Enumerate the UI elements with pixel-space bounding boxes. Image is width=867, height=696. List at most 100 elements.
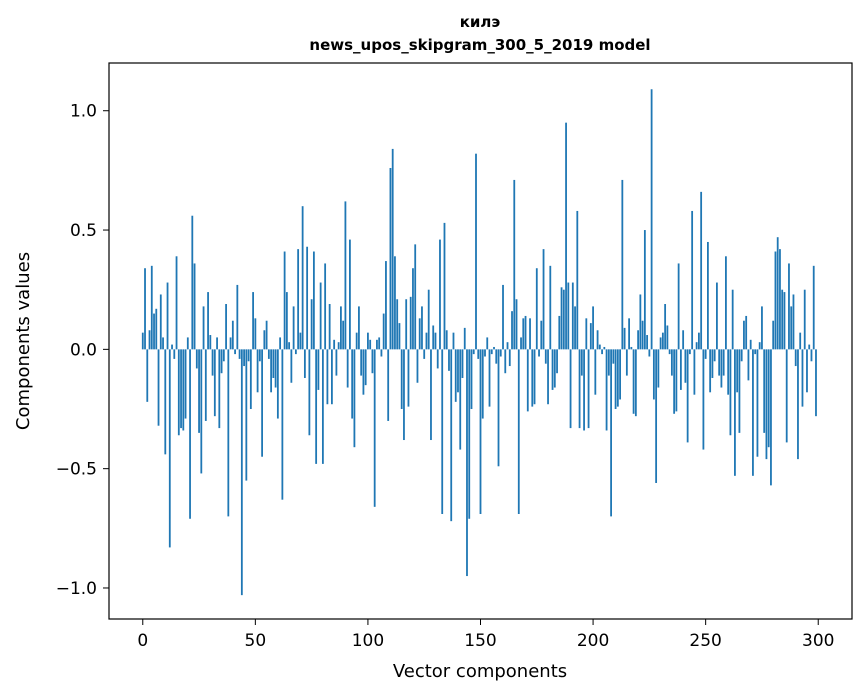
bar-295 — [806, 349, 808, 393]
bar-11 — [166, 282, 169, 350]
x-tick-label: 0 — [137, 631, 148, 651]
bar-5 — [153, 313, 155, 350]
chart-title: килэ — [460, 13, 501, 31]
bar-70 — [299, 332, 302, 350]
bar-237 — [675, 349, 678, 412]
bar-175 — [535, 268, 538, 350]
bar-101 — [369, 339, 372, 350]
bar-179 — [544, 349, 547, 364]
bar-217 — [630, 346, 633, 350]
bar-138 — [452, 332, 455, 350]
bar-58 — [272, 349, 275, 378]
bar-67 — [292, 306, 295, 350]
bar-26 — [200, 349, 203, 474]
bar-224 — [646, 335, 649, 350]
bar-140 — [457, 349, 459, 393]
bar-18 — [182, 349, 185, 431]
bar-263 — [734, 349, 736, 476]
bar-69 — [297, 249, 300, 350]
bar-16 — [177, 349, 180, 436]
bar-56 — [267, 349, 270, 359]
bar-200 — [592, 306, 594, 350]
bar-299 — [815, 349, 817, 417]
bar-142 — [461, 349, 464, 378]
bar-226 — [650, 89, 653, 350]
bar-218 — [632, 349, 635, 414]
bar-76 — [312, 251, 315, 350]
bar-105 — [378, 337, 381, 350]
bar-210 — [614, 349, 617, 410]
bar-126 — [425, 332, 428, 350]
bar-90 — [344, 201, 347, 350]
bar-239 — [679, 349, 682, 390]
bar-132 — [439, 239, 441, 350]
bar-157 — [495, 349, 498, 364]
bar-293 — [801, 349, 804, 407]
bar-127 — [427, 289, 430, 350]
bar-277 — [765, 349, 768, 460]
bar-285 — [783, 292, 786, 350]
bar-116 — [403, 349, 405, 441]
bar-110 — [389, 168, 392, 350]
y-tick-label: 0.0 — [70, 340, 97, 360]
bar-99 — [364, 349, 367, 386]
bar-129 — [432, 325, 435, 350]
bar-14 — [173, 349, 176, 359]
bar-151 — [481, 349, 484, 419]
bar-294 — [803, 289, 806, 350]
bar-44 — [240, 349, 243, 596]
bar-0 — [141, 332, 144, 350]
bar-97 — [360, 349, 363, 376]
bar-43 — [238, 349, 241, 359]
bar-7 — [157, 349, 160, 426]
bar-271 — [752, 349, 754, 476]
bar-50 — [254, 318, 257, 350]
bar-195 — [580, 349, 583, 376]
bar-20 — [186, 337, 189, 350]
bar-4 — [150, 265, 153, 350]
x-tick-label: 300 — [802, 631, 834, 651]
bar-282 — [776, 237, 779, 350]
bar-122 — [416, 349, 419, 383]
bar-252 — [709, 349, 712, 393]
bar-173 — [531, 349, 534, 407]
bar-232 — [664, 304, 667, 350]
x-axis-ticks: 0 50 100 150 200 250 300 — [137, 619, 834, 651]
bar-81 — [324, 263, 327, 350]
bar-66 — [290, 349, 293, 383]
x-axis-label: Vector components — [393, 661, 567, 682]
bar-287 — [788, 263, 790, 350]
bar-48 — [249, 349, 252, 410]
bar-3 — [148, 330, 151, 350]
bar-275 — [761, 306, 763, 350]
bar-281 — [774, 251, 777, 350]
bar-125 — [423, 349, 426, 359]
bar-63 — [283, 251, 286, 350]
x-tick-label: 250 — [689, 631, 721, 651]
bar-53 — [261, 349, 263, 457]
bar-209 — [612, 349, 615, 364]
bar-215 — [625, 349, 628, 376]
bar-15 — [175, 256, 178, 350]
bar-216 — [628, 318, 630, 350]
bar-259 — [725, 256, 727, 350]
bar-190 — [569, 349, 572, 429]
bar-8 — [159, 294, 162, 350]
bar-85 — [333, 339, 336, 350]
bar-286 — [785, 349, 788, 443]
bar-82 — [326, 349, 329, 405]
bar-196 — [583, 349, 585, 431]
bar-249 — [702, 349, 705, 450]
chart-subtitle: news_upos_skipgram_300_5_2019 model — [309, 36, 650, 54]
bar-94 — [353, 349, 356, 448]
bar-144 — [466, 349, 468, 577]
bar-270 — [749, 339, 752, 350]
bar-31 — [211, 349, 214, 376]
y-tick-label: −0.5 — [56, 460, 97, 480]
bar-185 — [558, 315, 561, 350]
bar-268 — [745, 315, 748, 350]
bar-204 — [601, 349, 603, 355]
bar-12 — [168, 349, 171, 548]
bar-75 — [310, 299, 313, 350]
